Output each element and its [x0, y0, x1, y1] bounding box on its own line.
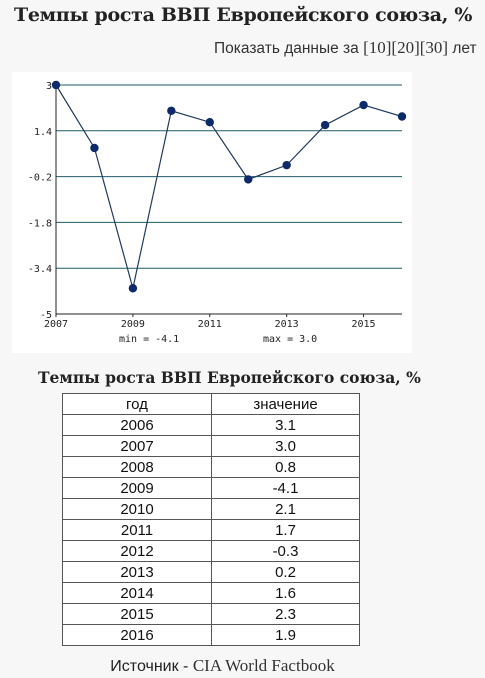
column-header-year: год	[62, 393, 212, 415]
series-line	[55, 84, 403, 289]
range-suffix: лет	[448, 40, 477, 57]
cell-value: 1.6	[211, 582, 360, 604]
range-selector: Показать данные за [10][20][30] лет	[214, 38, 477, 58]
y-tick-label: 1.4	[34, 127, 52, 138]
data-point	[320, 120, 330, 130]
table-title: Темпы роста ВВП Европейского союза, %	[38, 368, 421, 387]
data-point	[397, 112, 407, 121]
table-header-row: год значение	[62, 393, 360, 415]
range-option-30[interactable]: [30]	[419, 38, 449, 57]
cell-year: 2008	[62, 456, 212, 478]
gdp-chart: 3 1.4 -0.2 -1.8 -3.4 -5 2007 2009 2011 2013 2015 mi…	[12, 72, 412, 353]
x-tick-label: 2013	[275, 319, 299, 330]
range-prefix: Показать данные за	[214, 40, 364, 57]
cell-year: 2013	[62, 561, 212, 583]
table-row: 2014 1.6	[62, 582, 360, 604]
table-row: 2015 2.3	[62, 603, 360, 625]
table-row: 2008 0.8	[62, 456, 360, 478]
range-option-10[interactable]: [10]	[363, 38, 392, 57]
cell-year: 2016	[62, 624, 212, 646]
cell-year: 2007	[62, 435, 212, 457]
cell-value: 1.7	[211, 519, 360, 541]
data-point	[90, 143, 99, 153]
cell-value: 3.1	[211, 414, 360, 436]
y-tick-label: -3.4	[28, 264, 52, 275]
data-point	[244, 175, 253, 184]
table-row: 2009 -4.1	[62, 477, 360, 499]
cell-year: 2015	[62, 603, 212, 625]
cell-year: 2009	[62, 477, 212, 499]
x-tick-label: 2015	[352, 319, 376, 330]
data-point	[359, 100, 368, 110]
page-title: Темпы роста ВВП Европейского союза, %	[14, 4, 473, 26]
data-point	[167, 106, 176, 115]
x-tick-label: 2007	[44, 319, 68, 330]
table-row: 2010 2.1	[62, 498, 360, 520]
column-header-value: значение	[211, 393, 360, 415]
cell-value: 0.8	[211, 456, 360, 478]
y-tick-label: -0.2	[28, 173, 52, 184]
y-tick-label: -5	[40, 310, 52, 321]
cell-value: -0.3	[211, 540, 360, 562]
cell-value: -4.1	[211, 477, 360, 499]
table-row: 2006 3.1	[62, 414, 360, 436]
source-line: Источник - CIA World Factbook	[0, 656, 445, 676]
cell-year: 2012	[62, 540, 212, 562]
max-label: max = 3.0	[263, 334, 317, 345]
y-tick-label: -1.8	[28, 218, 52, 229]
cell-value: 1.9	[211, 624, 360, 646]
cell-value: 0.2	[211, 561, 360, 583]
cell-year: 2011	[62, 519, 212, 541]
table-row: 2011 1.7	[62, 519, 360, 541]
table-row: 2013 0.2	[62, 561, 360, 583]
range-option-20[interactable]: [20]	[391, 38, 420, 57]
min-label: min = -4.1	[119, 334, 179, 345]
x-tick-label: 2011	[198, 319, 222, 330]
data-point	[205, 118, 214, 127]
y-tick-label: 3	[46, 81, 52, 92]
cell-year: 2010	[62, 498, 212, 520]
cell-year: 2006	[62, 414, 212, 436]
table-row: 2012 -0.3	[62, 540, 360, 562]
source-link[interactable]: CIA World Factbook	[192, 656, 335, 675]
table-row: 2007 3.0	[62, 435, 360, 457]
table-row: 2016 1.9	[62, 624, 360, 646]
gdp-table: год значение 2006 3.1 2007 3.0 2008 0.8 2009 -4…	[62, 393, 360, 646]
x-tick-label: 2009	[121, 319, 145, 330]
data-point	[51, 80, 61, 90]
data-point	[128, 284, 138, 293]
cell-value: 2.1	[211, 498, 360, 520]
cell-value: 2.3	[211, 603, 360, 625]
cell-value: 3.0	[211, 435, 360, 457]
source-label: Источник -	[110, 658, 193, 675]
data-point	[282, 160, 291, 170]
cell-year: 2014	[62, 582, 212, 604]
